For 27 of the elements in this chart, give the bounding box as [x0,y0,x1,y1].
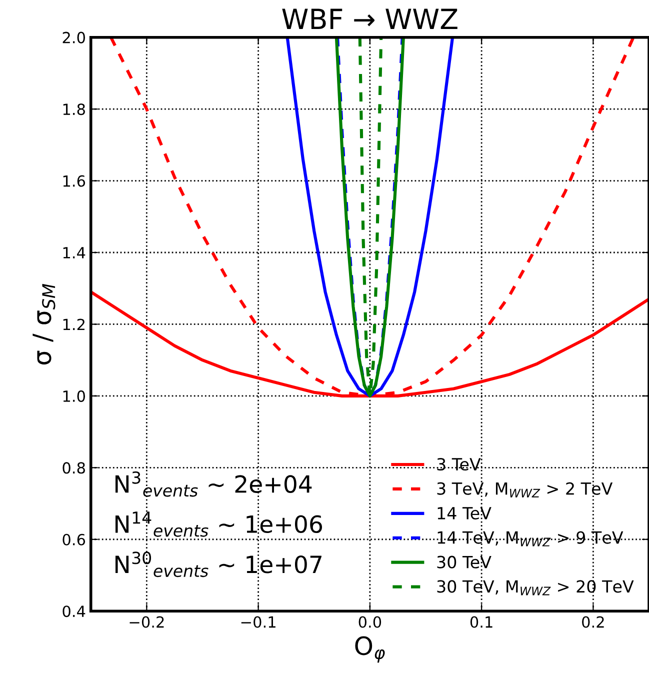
annotation: N$^{14}$$_{events}$ ∼ 1e+06 [116,512,322,537]
y-tick-label: 1.4 [63,247,86,258]
annotation: N$^{30}$$_{events}$ ∼ 1e+07 [116,552,322,578]
annotation: N$^{3}$$_{events}$ ∼ 2e+04 [116,471,312,497]
y-axis-title: σ / σ$_{SM}$ [32,284,56,364]
y-tick-label: 0.8 [62,462,85,474]
y-tick-label: 1.6 [63,175,86,187]
y-tick-label: 1.2 [63,318,84,330]
line-series [286,37,454,398]
chart-title: WBF → WWZ [282,8,458,30]
x-axis-title: O$_{φ}$ [355,636,385,663]
legend-label: 14 TeV, M$_{WWZ}$ > 9 TeV [438,531,624,546]
y-tick-label: 1.8 [63,104,85,116]
legend-label: 3 TeV, M$_{WWZ}$ > 2 TeV [437,482,613,498]
x-tick-label: 0.2 [582,616,604,628]
legend-label: 3 TeV [437,458,481,471]
x-tick-label: 0.1 [470,616,492,628]
legend-label: 14 TeV [438,507,492,520]
y-tick-label: 0.4 [62,606,86,618]
x-tick-label: −0.1 [241,616,276,628]
legend-label: 30 TeV, M$_{WWZ}$ > 20 TeV [437,580,634,596]
y-tick-label: 0.6 [62,534,86,546]
y-tick-label: 1.0 [63,390,85,402]
y-tick-label: 2.0 [62,32,85,44]
x-tick-label: −0.2 [130,616,164,628]
legend-label: 30 TeV [437,556,492,568]
x-tick-label: 0.0 [358,616,382,628]
